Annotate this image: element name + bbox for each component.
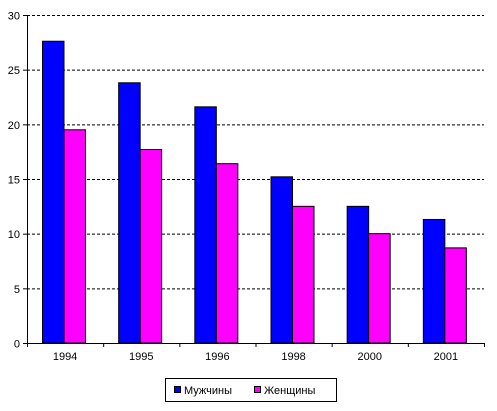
y-tick-label: 30 [8, 11, 20, 23]
x-tick-label-1998: 1998 [281, 351, 305, 363]
bar-series2-1996 [215, 163, 239, 344]
legend-swatch-series1 [174, 386, 181, 393]
legend-box [165, 378, 337, 402]
bar-series1-2000 [346, 205, 370, 344]
grid-lines [27, 15, 484, 290]
bar-series1-1995 [118, 82, 141, 344]
bar-series2-2001 [444, 247, 467, 344]
bar-series1-1994 [42, 40, 65, 344]
bar-series1-1996 [194, 106, 217, 344]
legend: Мужчины Женщины [165, 378, 337, 402]
y-tick-label: 5 [14, 284, 20, 296]
bars [42, 40, 467, 344]
bar-series2-1994 [63, 129, 86, 344]
y-tick-label: 10 [8, 229, 20, 241]
x-tick-labels: 1994 1995 1996 1998 2000 2001 [53, 351, 458, 363]
x-tick-label-2001: 2001 [434, 351, 458, 363]
legend-label-series1: Мужчины [184, 385, 232, 397]
x-tick-label-2000: 2000 [358, 351, 382, 363]
y-tick-label: 15 [8, 175, 20, 187]
y-tick-label: 0 [14, 339, 20, 351]
y-tick-label: 20 [8, 120, 20, 132]
legend-swatch-series2 [254, 386, 261, 393]
y-tick-label: 25 [8, 65, 20, 77]
x-tick-label-1995: 1995 [129, 351, 153, 363]
legend-label-series2: Женщины [264, 385, 315, 397]
bar-series1-2001 [422, 218, 446, 344]
bar-series2-1995 [139, 148, 163, 344]
bar-series1-1998 [270, 176, 293, 344]
x-tick-label-1996: 1996 [205, 351, 229, 363]
x-tick-label-1994: 1994 [53, 351, 77, 363]
axes [23, 15, 485, 347]
bar-series2-1998 [292, 205, 315, 344]
bar-series2-2000 [368, 233, 391, 344]
y-tick-labels: 0 5 10 15 20 25 30 [8, 11, 20, 351]
